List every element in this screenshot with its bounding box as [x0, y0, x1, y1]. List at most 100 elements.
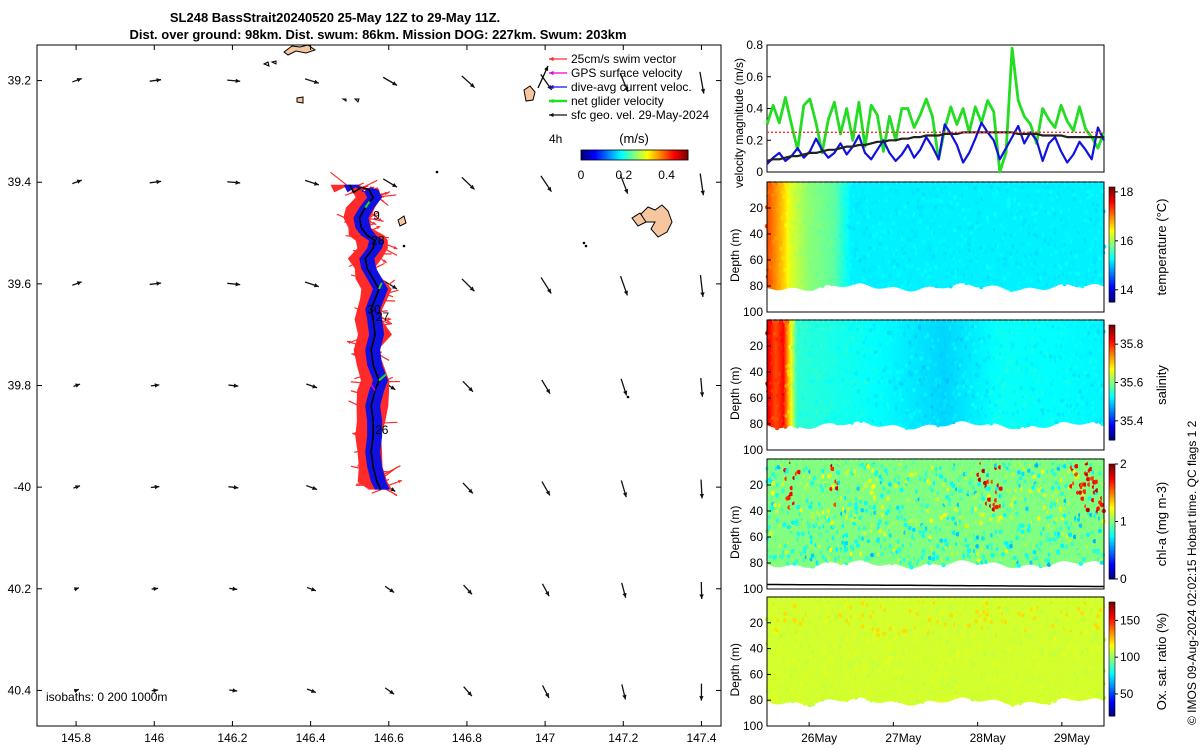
section-dot	[1026, 468, 1032, 474]
geo-vector-head	[310, 587, 316, 592]
section-colorbar-cell	[1109, 223, 1115, 226]
section-dot	[838, 669, 843, 674]
section-dot	[1068, 271, 1073, 276]
speed-colorbar-tick: 0.4	[658, 168, 675, 182]
section-column	[1081, 184, 1085, 287]
section-colorbar-cell	[1109, 426, 1115, 429]
section-dot	[822, 627, 827, 633]
section-column	[921, 322, 924, 427]
section-dot	[1066, 392, 1071, 398]
section-dot	[857, 336, 863, 342]
section-top-dot	[986, 181, 992, 187]
section-dot	[1022, 246, 1028, 251]
swim-vector-head	[382, 259, 387, 263]
section-colorbar-cell	[1109, 504, 1115, 507]
figure-title-line2: Dist. over ground: 98km. Dist. swum: 86k…	[129, 27, 626, 42]
speed-colorbar-label: (m/s)	[619, 131, 649, 146]
section-top-dot	[907, 319, 914, 325]
section-dot	[1054, 481, 1059, 486]
section-column	[998, 461, 1002, 564]
section-dot	[1006, 277, 1012, 282]
section-column	[1044, 461, 1047, 567]
day-label: 27	[376, 310, 390, 324]
section-dot	[1088, 350, 1093, 356]
section-dot	[1002, 374, 1008, 380]
section-dot	[923, 268, 928, 274]
section-dot	[792, 385, 797, 390]
section-dot	[798, 685, 804, 690]
section-dot	[921, 192, 926, 197]
section-column	[1002, 322, 1006, 427]
section-dot	[975, 256, 980, 261]
geo-vector-head	[75, 383, 81, 388]
section-column	[899, 461, 903, 566]
section-dot	[988, 271, 994, 277]
section-column	[1028, 322, 1031, 426]
section-dot	[947, 190, 953, 196]
swim-vector-head	[351, 352, 356, 357]
section-dot	[792, 604, 797, 609]
section-column	[836, 599, 839, 701]
section-column	[927, 322, 930, 425]
section-colorbar-cell	[1109, 434, 1115, 437]
section-dot	[988, 390, 994, 396]
section-dot	[1006, 376, 1011, 381]
section-dot	[1022, 542, 1028, 547]
depth-tick-label: 60	[750, 530, 764, 544]
section-column	[883, 184, 887, 289]
section-colorbar-cell	[1109, 372, 1115, 376]
section-column	[937, 322, 940, 426]
section-dot	[866, 556, 871, 561]
velocity-y-tick-label: 0.4	[746, 102, 763, 116]
section-dot	[913, 481, 918, 486]
day-label: 28	[371, 234, 385, 248]
section-dot	[939, 538, 944, 543]
section-dot	[992, 211, 998, 217]
section-dot	[927, 243, 932, 249]
section-column	[893, 184, 897, 288]
section-dot	[879, 695, 885, 700]
section-dot	[786, 553, 791, 559]
section-column	[1075, 184, 1079, 287]
section-dot	[790, 520, 796, 525]
section-top-dot	[879, 319, 885, 325]
section-dot	[869, 522, 874, 528]
section-colorbar-cell	[1109, 542, 1115, 545]
section-top-dot	[783, 319, 790, 325]
section-column	[893, 461, 897, 565]
section-dot	[1040, 262, 1045, 268]
section-column	[998, 184, 1002, 287]
section-column	[782, 599, 786, 704]
section-top-dot	[879, 458, 885, 464]
legend-swatch-head	[549, 56, 554, 62]
section-column	[951, 461, 954, 563]
section-column	[1093, 322, 1097, 423]
section-column	[772, 461, 776, 567]
section-dot	[776, 625, 781, 630]
section-column	[1087, 184, 1091, 285]
section-column	[820, 461, 823, 564]
section-dot	[1034, 418, 1040, 424]
section-dot	[1036, 560, 1042, 565]
section-dot	[1064, 261, 1069, 266]
section-dot	[846, 489, 851, 494]
section-column	[1054, 322, 1057, 425]
section-frame	[766, 458, 1105, 590]
section-dot	[810, 245, 815, 250]
section-dot	[992, 417, 997, 422]
section-dot	[1096, 334, 1101, 340]
section-column	[996, 322, 1000, 425]
section-colorbar-tick-label: 35.8	[1120, 337, 1144, 351]
section-colorbar-tick-label: 35.6	[1120, 376, 1144, 390]
section-dot	[961, 267, 966, 273]
section-dot	[868, 504, 873, 510]
section-colorbar-cell	[1109, 399, 1115, 403]
section-dot	[951, 530, 956, 535]
section-dot	[829, 267, 835, 272]
section-column	[935, 322, 938, 426]
section-dot	[988, 542, 994, 548]
section-top-dot	[834, 319, 841, 325]
section-top-dot	[991, 319, 998, 325]
section-dot	[927, 355, 932, 360]
section-colorbar-cell	[1109, 510, 1115, 513]
